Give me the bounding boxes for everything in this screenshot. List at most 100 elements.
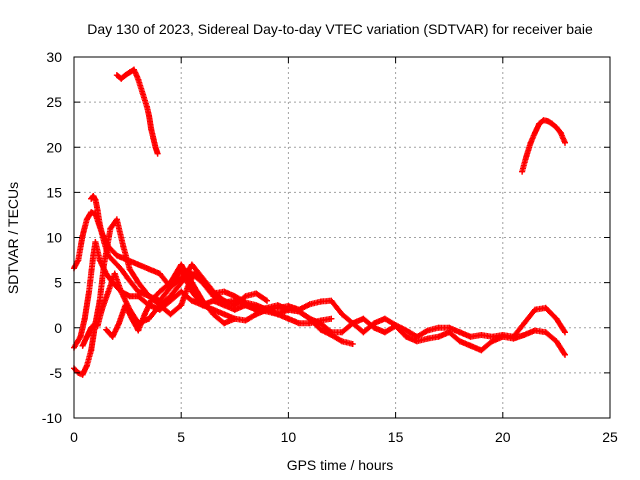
data-point — [221, 320, 228, 327]
data-point — [360, 315, 367, 322]
y-tick-label: 30 — [46, 49, 62, 65]
data-point — [118, 288, 125, 295]
data-point — [92, 239, 99, 245]
data-point — [349, 341, 356, 347]
data-point — [285, 306, 292, 313]
data-point — [532, 129, 538, 136]
data-point — [146, 293, 152, 300]
grid-layer — [74, 57, 610, 418]
data-point — [478, 332, 485, 338]
data-point — [274, 311, 281, 318]
data-point — [264, 297, 270, 304]
data-point — [231, 315, 238, 322]
data-point — [135, 76, 142, 83]
data-point — [109, 333, 116, 340]
data-point — [150, 135, 157, 142]
data-point — [77, 333, 84, 340]
data-point — [88, 347, 95, 354]
data-point — [467, 342, 474, 349]
data-point — [88, 324, 95, 331]
data-point — [128, 315, 135, 322]
data-point — [135, 327, 142, 334]
data-point — [139, 90, 146, 97]
data-point — [381, 329, 388, 336]
axis-ticks-layer: 0 5 10 15 20 25 -10 -5 0 5 10 15 20 25 30 — [42, 49, 618, 445]
data-point — [113, 252, 120, 259]
data-point — [349, 320, 356, 327]
data-point — [148, 126, 155, 133]
data-point — [381, 315, 388, 322]
data-point — [118, 75, 125, 82]
data-point — [296, 308, 303, 315]
series-track-e — [88, 193, 356, 347]
data-point — [549, 120, 556, 127]
data-point — [542, 304, 549, 311]
data-point — [532, 327, 538, 334]
data-point — [188, 297, 195, 304]
data-point — [527, 139, 534, 146]
data-point — [339, 338, 345, 345]
data-point — [521, 332, 528, 338]
data-point — [489, 338, 496, 345]
data-point — [90, 193, 97, 199]
data-point — [456, 329, 463, 336]
data-point — [435, 333, 442, 340]
data-point — [83, 362, 90, 369]
data-point — [403, 327, 410, 334]
data-point — [113, 216, 120, 223]
data-point — [446, 329, 453, 336]
data-point — [317, 317, 324, 324]
y-tick-label: 25 — [46, 94, 62, 110]
series-markers — [71, 239, 568, 358]
data-point — [199, 297, 206, 304]
data-point — [274, 302, 281, 309]
data-point — [113, 261, 120, 268]
data-point — [167, 293, 174, 300]
data-point — [296, 320, 303, 327]
x-tick-label: 5 — [177, 429, 185, 445]
data-point — [79, 232, 86, 239]
data-point — [317, 298, 324, 305]
data-point — [339, 311, 345, 318]
data-point — [467, 333, 474, 340]
data-point — [199, 279, 206, 286]
data-point — [120, 243, 127, 250]
data-point — [510, 335, 517, 342]
data-point — [118, 266, 125, 273]
data-point — [83, 216, 90, 223]
data-point — [285, 315, 292, 322]
data-point — [456, 338, 463, 345]
data-point — [146, 266, 152, 273]
data-point — [328, 332, 335, 338]
x-axis-label: GPS time / hours — [287, 457, 394, 473]
data-point — [81, 315, 88, 322]
data-point — [553, 124, 560, 131]
data-point — [253, 306, 260, 313]
data-point — [101, 239, 107, 245]
data-point — [126, 293, 133, 300]
data-point — [519, 168, 526, 175]
data-point — [478, 347, 485, 354]
y-tick-label: 5 — [54, 275, 62, 291]
data-point — [188, 279, 195, 286]
data-point — [306, 315, 313, 322]
data-point — [124, 275, 131, 282]
data-point — [94, 322, 101, 329]
data-point — [553, 338, 560, 345]
y-tick-label: -10 — [42, 410, 62, 426]
data-point — [75, 257, 82, 264]
data-point — [96, 257, 103, 264]
data-point — [146, 112, 152, 119]
data-point — [562, 351, 568, 358]
data-point — [178, 302, 185, 309]
data-point — [403, 333, 410, 340]
data-point — [544, 118, 551, 125]
x-tick-label: 0 — [70, 429, 78, 445]
data-point — [167, 279, 174, 286]
data-point — [360, 329, 367, 336]
data-point — [152, 144, 159, 151]
data-point — [131, 66, 137, 73]
series-track-b — [71, 239, 568, 358]
data-point — [328, 297, 335, 304]
data-point — [184, 284, 191, 291]
